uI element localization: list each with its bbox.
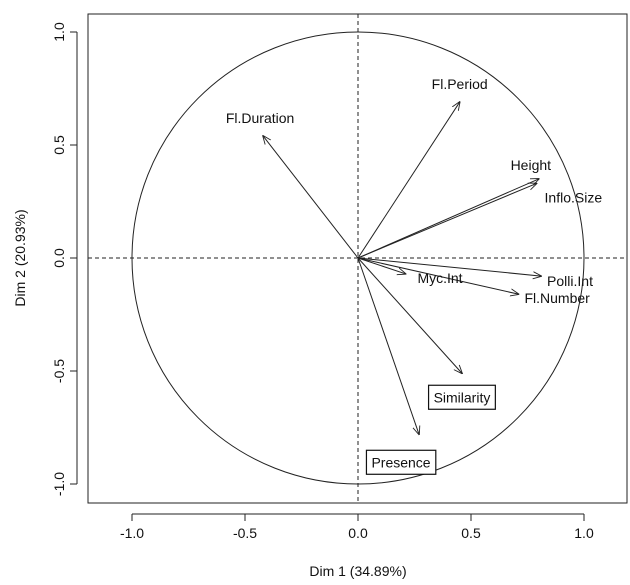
vector-similarity — [357, 257, 462, 373]
boxed-label-similarity: Similarity — [427, 384, 496, 410]
label-inflo-size: Inflo.Size — [545, 189, 603, 205]
x-tick-label: -1.0 — [120, 525, 144, 541]
x-tick-label: 0.5 — [461, 525, 481, 541]
vector-fl-period — [357, 102, 460, 259]
y-axis: -1.0 -0.5 0.0 0.5 1.0 — [51, 22, 78, 496]
vector-polli-int — [357, 257, 541, 276]
x-axis: -1.0 -0.5 0.0 0.5 1.0 — [120, 513, 594, 541]
y-axis-label: Dim 2 (20.93%) — [12, 209, 28, 306]
vector-fl-number — [357, 257, 518, 294]
label-box-presence — [365, 449, 437, 475]
x-tick-label: 1.0 — [574, 525, 594, 541]
vector-fl-duration — [263, 136, 359, 259]
variable-labels: Fl.Period Fl.Duration Height Inflo.Size Myc.… — [226, 76, 603, 475]
boxed-label-presence: Presence — [365, 449, 437, 475]
label-fl-number: Fl.Number — [524, 290, 590, 306]
y-tick-label: 0.0 — [51, 248, 67, 268]
label-height: Height — [511, 157, 552, 173]
label-polli-int: Polli.Int — [547, 273, 593, 289]
label-presence: Presence — [371, 454, 430, 470]
x-tick-label: -0.5 — [233, 525, 257, 541]
vector-myc-int — [357, 257, 405, 274]
vector-height — [357, 179, 539, 259]
x-axis-label: Dim 1 (34.89%) — [309, 563, 406, 579]
label-myc-int: Myc.Int — [417, 270, 462, 286]
label-similarity: Similarity — [434, 389, 491, 405]
y-tick-label: -1.0 — [51, 472, 67, 496]
label-fl-duration: Fl.Duration — [226, 110, 294, 126]
x-tick-label: 0.0 — [348, 525, 368, 541]
label-fl-period: Fl.Period — [432, 76, 488, 92]
y-tick-label: -0.5 — [51, 359, 67, 383]
vector-presence — [357, 257, 419, 434]
vector-inflo-size — [357, 183, 537, 259]
variable-vectors — [263, 102, 541, 434]
y-tick-label: 0.5 — [51, 135, 67, 155]
label-box-similarity — [427, 384, 496, 410]
y-tick-label: 1.0 — [51, 22, 67, 42]
